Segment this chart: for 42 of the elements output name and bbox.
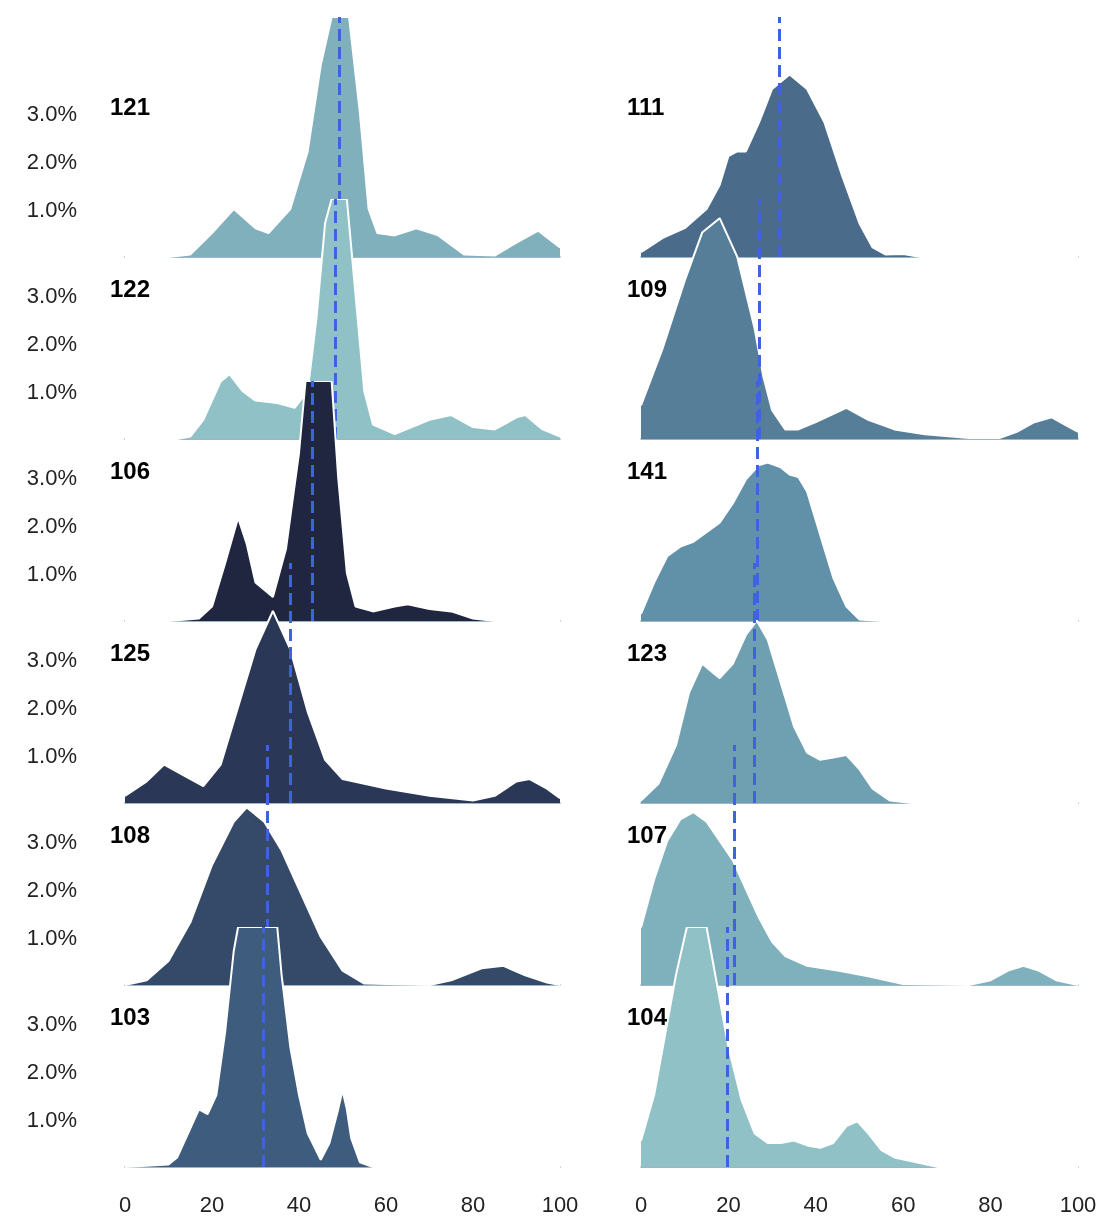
- y-tick-label: 2.0%: [26, 512, 77, 538]
- text: 104: [627, 1002, 668, 1030]
- text: 103: [110, 1002, 151, 1030]
- text: 123: [627, 638, 668, 666]
- text: 121: [110, 92, 151, 120]
- text: 106: [110, 456, 151, 484]
- text: 125: [110, 638, 151, 666]
- y-tick-label: 2.0%: [26, 694, 77, 720]
- text: 111: [627, 92, 665, 120]
- x-tick-label: 40: [803, 1191, 829, 1217]
- y-tick-label: 1.0%: [26, 1106, 77, 1132]
- y-tick-label: 2.0%: [26, 330, 77, 356]
- y-tick-label: 1.0%: [26, 560, 77, 586]
- text: 122: [110, 274, 151, 302]
- y-tick-label: 2.0%: [26, 1058, 77, 1084]
- y-tick-label: 3.0%: [26, 646, 77, 672]
- text: 108: [110, 820, 151, 848]
- y-tick-label: 3.0%: [26, 828, 77, 854]
- x-tick-label: 100: [1059, 1191, 1097, 1217]
- x-tick-label: 20: [716, 1191, 741, 1217]
- y-tick-label: 1.0%: [26, 196, 77, 222]
- y-tick-label: 3.0%: [26, 282, 77, 308]
- text: 109: [627, 274, 668, 302]
- x-tick-label: 20: [199, 1191, 225, 1217]
- y-tick-label: 1.0%: [26, 378, 77, 404]
- y-tick-label: 2.0%: [26, 876, 77, 902]
- y-tick-label: 2.0%: [26, 148, 77, 174]
- x-tick-label: 80: [460, 1191, 486, 1217]
- x-tick-label: 100: [541, 1191, 579, 1217]
- x-tick-label: 60: [890, 1191, 916, 1217]
- y-tick-label: 1.0%: [26, 742, 77, 768]
- text: 107: [627, 820, 668, 848]
- y-tick-label: 3.0%: [26, 464, 77, 490]
- y-tick-label: 3.0%: [26, 100, 77, 126]
- y-tick-label: 3.0%: [26, 1010, 77, 1036]
- x-tick-label: 60: [373, 1191, 399, 1217]
- text: 141: [627, 456, 668, 484]
- x-tick-label: 0: [118, 1191, 132, 1217]
- x-tick-label: 0: [634, 1191, 648, 1217]
- x-tick-label: 40: [286, 1191, 312, 1217]
- y-tick-label: 1.0%: [26, 924, 77, 950]
- x-tick-label: 80: [978, 1191, 1003, 1217]
